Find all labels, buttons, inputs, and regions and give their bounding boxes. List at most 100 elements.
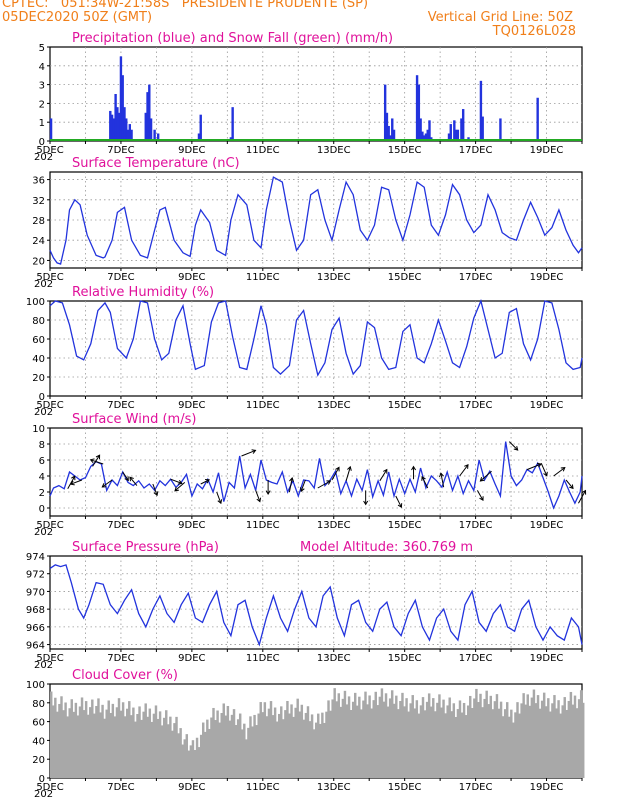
wind-arrowhead <box>101 483 107 488</box>
cloud-bar <box>95 705 98 778</box>
x-tick-label-temp: 5DEC <box>36 272 63 283</box>
cloud-bar <box>158 711 162 778</box>
wind-arrowhead <box>299 487 305 493</box>
cloud-bar <box>199 734 203 778</box>
cloud-bar <box>300 704 304 778</box>
cloud-bar <box>144 703 147 778</box>
y-tick-label-pres: 968 <box>26 605 45 616</box>
precip-bar <box>148 84 151 141</box>
precip-bar <box>128 124 131 141</box>
wind-arrowhead <box>569 484 574 490</box>
cloud-bar <box>382 701 386 778</box>
cloud-bar <box>72 711 76 778</box>
wind-arrowhead <box>560 467 566 472</box>
y-tick-label-cloud: 20 <box>32 755 45 766</box>
y-tick-label-precip: 3 <box>39 81 45 92</box>
wind-vector <box>129 476 138 486</box>
cloud-bar <box>411 695 414 778</box>
cloud-bar <box>255 725 258 778</box>
panel-title-precip: Precipitation (blue) and Snow Fall (gree… <box>72 31 393 46</box>
plot-frame-rh <box>49 300 583 397</box>
cloud-bar <box>569 691 573 778</box>
wind-vector <box>578 490 586 504</box>
y-tick-label-pres: 972 <box>26 570 45 581</box>
cloud-bar <box>86 714 90 778</box>
cloud-bar <box>317 713 320 778</box>
cloud-bar <box>105 709 108 778</box>
cloud-bar <box>534 703 538 778</box>
cloud-bar <box>464 715 468 778</box>
precip-bar <box>153 129 156 141</box>
cloud-bar <box>302 719 306 778</box>
wind-vector <box>92 454 100 467</box>
cloud-bar <box>91 699 94 778</box>
x-tick-label-temp: 11DEC <box>246 272 280 283</box>
x-year-fragment-temp: 202 <box>34 279 53 290</box>
cloud-bar <box>185 734 189 778</box>
cloud-bar <box>582 702 585 778</box>
cloud-bar <box>434 711 437 778</box>
cloud-bar <box>358 696 361 778</box>
x-tick-label-rh: 5DEC <box>36 400 63 411</box>
wind-arrowhead <box>464 464 469 469</box>
wind-arrowhead <box>383 468 388 474</box>
y-tick-label-temp: 24 <box>32 236 45 247</box>
cloud-bar <box>417 713 421 778</box>
x-tick-label-cloud: 11DEC <box>246 782 280 793</box>
cloud-bar <box>202 722 205 778</box>
cloud-bar <box>136 714 139 778</box>
precip-bar <box>383 84 387 141</box>
y-tick-label-precip: 1 <box>39 118 45 129</box>
cloud-bar <box>514 712 517 778</box>
cloud-bar <box>360 709 363 778</box>
wind-arrowhead <box>205 479 210 484</box>
wind-vector <box>200 479 210 485</box>
cloud-bar <box>177 733 180 778</box>
x-tick-label-pres: 15DEC <box>388 653 422 664</box>
precip-bar <box>117 112 121 141</box>
cloud-bar <box>333 688 336 778</box>
cloud-bar <box>191 740 195 778</box>
x-year-fragment-pres: 202 <box>34 660 53 671</box>
cloud-bar <box>183 739 186 778</box>
cloud-bar <box>366 704 369 778</box>
y-tick-label-rh: 100 <box>26 297 45 308</box>
cloud-bar <box>265 716 269 778</box>
cloud-bar <box>290 704 293 778</box>
cloud-bar <box>214 720 217 778</box>
cloud-bar <box>329 710 332 778</box>
wind-arrowhead <box>69 480 75 486</box>
cloud-bar <box>331 699 334 778</box>
x-tick-label-wind: 11DEC <box>246 520 280 531</box>
cloud-bar <box>99 712 102 778</box>
wind-vector <box>216 491 222 504</box>
y-tick-label-rh: 20 <box>32 373 45 384</box>
cloud-bar <box>440 707 443 778</box>
cloud-bar <box>471 708 474 778</box>
wind-arrowhead <box>439 472 444 478</box>
x-tick-label-rh: 9DEC <box>178 400 205 411</box>
cloud-bar <box>128 701 131 778</box>
cloud-bar <box>206 719 209 778</box>
cloud-bar <box>491 709 495 778</box>
wind-vector <box>395 495 402 508</box>
panel-title-rh: Relative Humidity (%) <box>72 285 214 300</box>
cloud-bar <box>70 699 73 778</box>
precip-bar <box>121 75 124 141</box>
precip-bar <box>144 112 147 141</box>
cloud-bar <box>339 706 343 778</box>
wind-arrowhead <box>537 462 542 468</box>
precip-bar <box>415 75 419 141</box>
y-tick-label-rh: 40 <box>32 354 45 365</box>
cloud-bar <box>134 721 137 778</box>
cloud-bar <box>493 701 497 778</box>
y-tick-label-temp: 36 <box>32 176 45 187</box>
cloud-bar <box>60 696 63 778</box>
cloud-bar <box>93 713 96 778</box>
precip-bar <box>421 131 424 141</box>
wind-vector <box>67 475 76 490</box>
cloud-bar <box>286 700 289 778</box>
precip-bar <box>112 118 116 141</box>
cloud-bar <box>349 709 353 778</box>
